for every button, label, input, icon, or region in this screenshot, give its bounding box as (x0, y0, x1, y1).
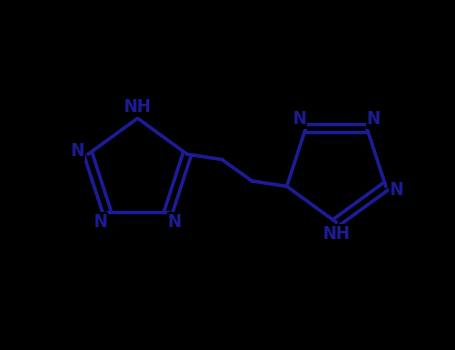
Text: NH: NH (323, 225, 350, 243)
Text: N: N (168, 212, 182, 231)
Text: NH: NH (124, 98, 152, 116)
Text: N: N (389, 181, 404, 199)
Text: N: N (367, 110, 380, 128)
Text: N: N (292, 110, 306, 128)
Text: N: N (93, 212, 107, 231)
Text: N: N (71, 142, 84, 160)
